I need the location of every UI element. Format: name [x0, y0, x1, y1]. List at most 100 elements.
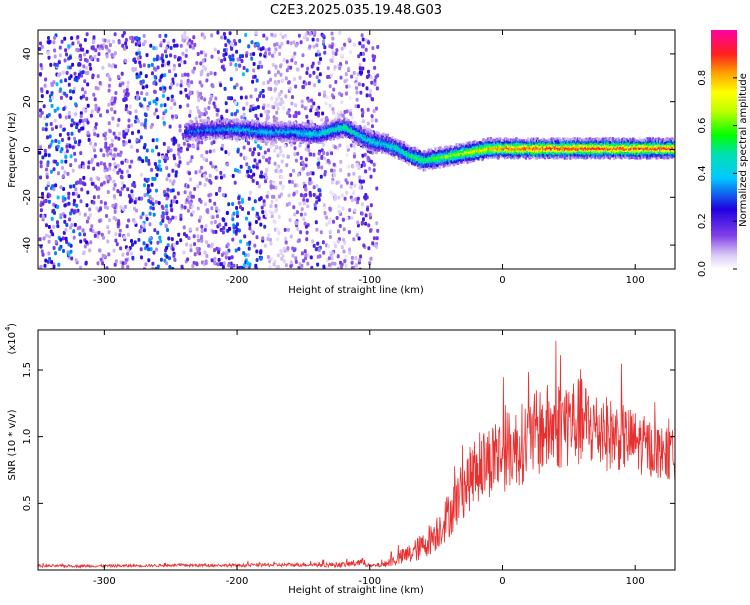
noise-cell [370, 118, 374, 123]
track-cell [257, 135, 260, 139]
noise-cell [375, 221, 379, 226]
track-cell [206, 131, 209, 134]
noise-cell [181, 38, 185, 43]
noise-cell [347, 67, 351, 71]
noise-cell [155, 145, 159, 150]
noise-cell [102, 43, 106, 48]
noise-cell [295, 189, 299, 194]
noise-cell [323, 170, 327, 174]
noise-cell [312, 243, 316, 248]
noise-cell [311, 37, 315, 42]
noise-cell [300, 63, 304, 68]
noise-cell [200, 239, 204, 243]
noise-cell [219, 83, 223, 88]
noise-cell [315, 227, 319, 232]
noise-cell [373, 65, 377, 70]
track-cell [321, 131, 325, 134]
noise-cell [61, 165, 64, 170]
noise-cell [142, 63, 146, 68]
noise-cell [206, 72, 210, 77]
noise-cell [328, 206, 332, 211]
noise-cell [308, 177, 312, 182]
noise-cell [239, 86, 243, 91]
noise-cell [79, 95, 83, 100]
noise-cell [269, 180, 273, 184]
noise-cell [238, 63, 242, 68]
noise-cell [81, 228, 85, 233]
noise-cell [200, 234, 204, 239]
noise-cell [299, 212, 303, 217]
noise-cell [79, 199, 83, 204]
track-cell [219, 135, 222, 139]
noise-cell [178, 160, 182, 165]
noise-cell [74, 158, 77, 163]
noise-cell [149, 124, 153, 129]
noise-cell [344, 72, 348, 77]
noise-cell [63, 203, 67, 208]
noise-cell [114, 64, 117, 69]
noise-cell [299, 156, 303, 160]
noise-cell [261, 210, 265, 215]
noise-cell [210, 54, 214, 59]
noise-cell [151, 206, 155, 211]
noise-cell [48, 134, 52, 139]
noise-cell [198, 181, 202, 186]
track-cell [301, 121, 304, 125]
noise-cell [267, 148, 270, 153]
noise-cell [205, 254, 209, 258]
noise-cell [330, 168, 334, 173]
noise-cell [265, 167, 269, 172]
noise-cell [188, 143, 191, 148]
noise-cell [197, 238, 201, 243]
noise-cell [347, 164, 351, 169]
track-cell [304, 130, 307, 133]
track-cell [302, 127, 305, 131]
track-cell [280, 120, 283, 124]
noise-cell [77, 72, 81, 77]
noise-cell [166, 187, 170, 192]
noise-cell [93, 148, 96, 153]
noise-cell [167, 173, 171, 178]
track-cell [197, 137, 200, 141]
noise-cell [350, 260, 354, 265]
noise-cell [267, 86, 271, 91]
noise-cell [118, 190, 122, 195]
noise-cell [184, 53, 188, 58]
noise-cell [152, 250, 156, 255]
noise-cell [200, 153, 204, 158]
noise-cell [149, 205, 153, 210]
noise-cell [191, 210, 195, 215]
track-cell [348, 121, 351, 124]
noise-cell [119, 205, 123, 210]
track-cell [241, 125, 244, 129]
noise-cell [49, 122, 53, 126]
noise-cell [100, 182, 103, 187]
noise-cell [117, 40, 121, 45]
noise-cell [197, 98, 201, 103]
noise-cell [321, 240, 325, 245]
noise-cell [38, 237, 42, 242]
noise-cell [265, 36, 269, 41]
noise-cell [316, 37, 320, 42]
noise-cell [50, 127, 54, 132]
noise-cell [164, 109, 168, 114]
noise-cell [278, 194, 281, 199]
noise-cell [107, 102, 111, 107]
noise-cell [323, 45, 327, 50]
noise-cell [375, 186, 379, 191]
noise-cell [274, 64, 278, 69]
noise-cell [240, 59, 244, 63]
track-cell [333, 135, 336, 138]
noise-cell [304, 32, 308, 37]
track-cell [246, 119, 249, 123]
noise-cell [204, 224, 208, 229]
noise-cell [312, 101, 316, 106]
noise-cell [373, 82, 377, 87]
noise-cell [345, 153, 349, 157]
noise-cell [116, 163, 120, 168]
noise-cell [58, 53, 62, 58]
noise-cell [219, 227, 223, 232]
noise-cell [269, 204, 273, 209]
noise-cell [325, 222, 329, 227]
noise-cell [264, 179, 267, 184]
